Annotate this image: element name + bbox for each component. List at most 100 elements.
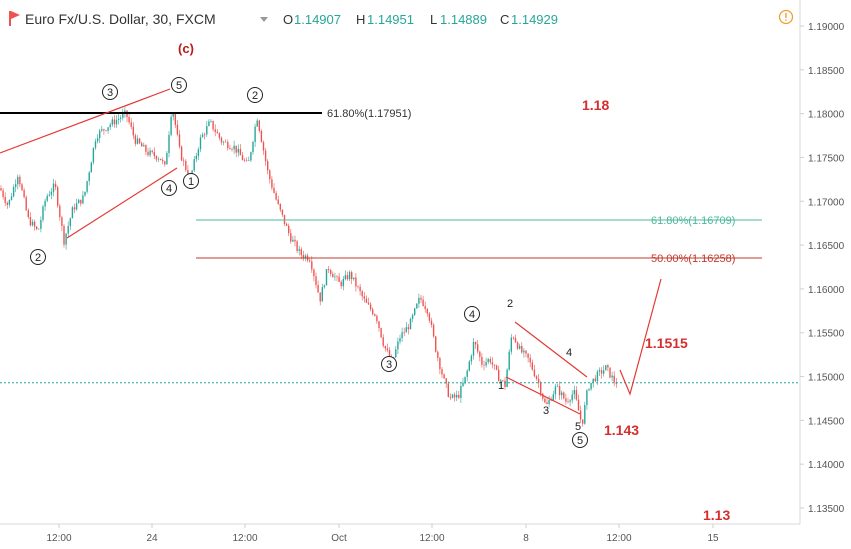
price-axis[interactable]: 1.19000 1.18500 1.18000 1.17500 1.17000 1.165… [800,22,845,515]
candle-body [378,321,380,328]
candle-body [573,390,575,395]
candle-body [96,138,99,142]
wedge-upper-trendline[interactable] [0,88,171,154]
candle-body [565,398,567,402]
candle-body [498,369,500,382]
wedge-lower-trendline[interactable] [66,167,178,239]
candle-body [275,192,277,200]
candle-body [588,389,590,391]
target-1-143: 1.143 [604,422,639,438]
candle-body [485,361,487,366]
candle-body [151,150,153,153]
wave-circle-5-top: 5 [171,77,187,93]
candle-body [103,129,105,131]
fib-label-61-8-upper: 61.80%(1.17951) [327,108,411,120]
candle-body [466,370,468,377]
candle-body [514,337,517,343]
candle-body [250,152,252,161]
candle-body [374,314,376,316]
symbol-title[interactable]: Euro Fx/U.S. Dollar, 30, FXCM [25,11,216,27]
target-1-18: 1.18 [582,97,609,113]
candle-body [340,281,342,287]
candle-body [456,394,458,398]
candle-body [88,172,90,182]
candle-body [69,218,71,226]
candle-body [596,371,599,382]
time-tick-label: 12:00 [606,533,631,544]
candle-body [546,402,548,405]
projection-path[interactable] [619,278,662,396]
diagonal-upper-trendline[interactable] [514,321,588,378]
candle-body [453,394,456,398]
candle-body [600,370,603,374]
candle-body [143,145,145,147]
candle-body [227,142,229,149]
candle-body [164,161,166,165]
time-tick-label: 12:00 [46,533,71,544]
wave-circle-4-left: 4 [161,180,177,196]
candle-body [363,296,365,299]
candle-body [33,221,36,227]
time-axis[interactable]: 12:00 24 12:00 Oct 12:00 8 12:00 15 [46,524,719,544]
candle-body [418,297,420,304]
symbol-dropdown-icon[interactable] [260,17,268,22]
open-label: O [283,12,293,27]
candle-body [75,203,78,210]
candle-body [405,327,407,333]
candle-body [594,378,596,382]
candle-body [432,324,435,337]
candle-body [399,338,401,342]
price-tick-label: 1.17000 [808,197,845,208]
diagonal-lower-trendline[interactable] [505,376,581,415]
candle-body [487,359,489,362]
candle-body [216,131,218,134]
candle-body [162,160,164,162]
candle-body [407,327,410,330]
candle-body [369,304,372,310]
candle-body [535,376,538,379]
candle-body [472,342,475,356]
candle-body [80,199,82,204]
candle-body [134,135,137,144]
candle-body [185,161,187,171]
candle-body [302,255,305,258]
candle-body [147,151,149,156]
candle-body [292,239,294,242]
candle-body [101,129,103,131]
candle-body [483,364,485,366]
candle-body [458,394,460,398]
candle-body [309,260,311,262]
time-tick-label: 24 [146,533,158,544]
candle-body [208,121,210,127]
candle-body [569,400,571,402]
chart-header: Euro Fx/U.S. Dollar, 30, FXCM O 1.14907 … [9,9,794,27]
close-label: C [500,12,509,27]
candle-body [199,137,202,150]
exclamation-circle-icon[interactable] [778,9,794,25]
candle-body [84,191,86,196]
candle-body [82,195,84,204]
close-value: 1.14929 [511,12,558,27]
candle-body [334,276,336,278]
high-value: 1.14951 [367,12,414,27]
candle-body [71,207,74,219]
candle-body [533,369,536,377]
wave-circle-5-low: 5 [572,432,588,448]
candle-body [552,394,554,401]
svg-text:1: 1 [188,176,194,188]
candle-body [19,176,21,185]
candle-body [411,314,414,319]
candle-body [311,261,313,270]
candle-body [233,145,235,150]
candle-body [519,345,521,349]
wave-label-2-small: 2 [507,298,513,310]
candle-body [225,141,227,143]
candle-body [23,190,25,198]
candle-body [141,143,143,147]
candle-body [554,386,557,395]
candle-body [451,394,454,398]
candle-body [52,183,55,192]
candle-body [575,390,578,400]
candle-body [582,419,584,424]
